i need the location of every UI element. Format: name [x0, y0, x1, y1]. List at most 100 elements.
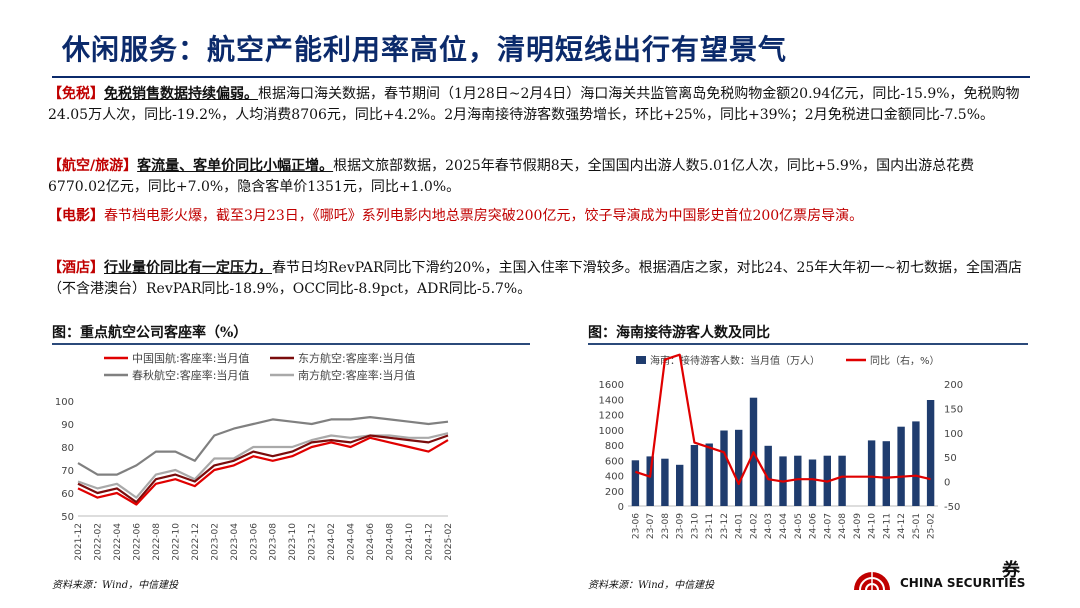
x-tick-label: 2022-12	[191, 523, 201, 561]
x-tick-label: 2023-10	[288, 523, 298, 561]
text-duty-free: 根据海口海关数据，春节期间（1月28日~2月4日）海口海关共监管离岛免税购物金额…	[48, 86, 1020, 123]
y-tick-label: 100	[55, 397, 74, 408]
tag-hotel: 【酒店】	[48, 260, 104, 276]
bar	[838, 455, 846, 506]
hainan-tourists-chart: 海南：接待游客人数：当月值（万人） 同比（右，%） 0 200 400 600 800 100…	[599, 353, 963, 539]
x-tick-label: 2023-06	[249, 523, 259, 561]
tag-aviation: 【航空/旅游】	[48, 158, 138, 174]
series-line	[77, 415, 449, 476]
bar	[926, 400, 935, 506]
text-movie: 春节档电影火爆，截至3月23日，《哪吒》系列电影内地总票房突破200亿元，饺子导…	[104, 208, 864, 224]
y-tick-label: 400	[605, 472, 624, 483]
y2-tick-label: 0	[944, 478, 950, 489]
paragraph-duty-free: 【免税】免税销售数据持续偏弱。根据海口海关数据，春节期间（1月28日~2月4日）…	[48, 84, 1028, 126]
bar	[705, 443, 713, 506]
x-tick-label: 25-02	[927, 513, 937, 539]
left-source: 资料来源：Wind，中信建投	[52, 580, 179, 591]
y-tick-label: 1400	[599, 395, 624, 406]
text-hotel: 春节日均RevPAR同比下滑约20%，主国入住率下滑较多。根据酒店之家，对比24…	[48, 260, 1022, 297]
y2-tick-label: 200	[944, 380, 963, 391]
x-tick-label: 2021-12	[74, 523, 84, 561]
x-tick-label: 23-06	[631, 513, 641, 539]
x-tick-label: 2024-12	[425, 523, 435, 561]
bar	[882, 441, 890, 506]
x-tick-label: 2022-10	[171, 523, 181, 561]
paragraph-hotel: 【酒店】行业量价同比有一定压力，春节日均RevPAR同比下滑约20%，主国入住率…	[48, 258, 1028, 300]
legend-label: 中国国航:客座率:当月值	[132, 351, 249, 365]
logo-cn-text: 券	[1002, 560, 1020, 581]
y-tick-label: 70	[61, 466, 74, 477]
logo-mark-icon	[854, 572, 890, 591]
left-figure-title: 图：重点航空公司客座率（%）	[52, 325, 248, 341]
highlight-duty-free: 免税销售数据持续偏弱。	[104, 86, 258, 102]
tag-duty-free: 【免税】	[48, 86, 104, 102]
y-tick-label: 1600	[599, 380, 624, 391]
bar	[690, 445, 699, 506]
china-securities-logo: CHINA SECURITIES 券	[852, 560, 1032, 602]
x-tick-label: 24-08	[838, 513, 848, 539]
x-tick-label: 23-12	[720, 513, 730, 539]
bar	[867, 440, 876, 506]
y-tick-label: 80	[61, 443, 74, 454]
x-tick-label: 2023-12	[308, 523, 318, 561]
x-tick-label: 24-05	[794, 513, 804, 539]
bar	[735, 429, 743, 507]
legend-label: 同比（右，%）	[870, 354, 940, 367]
y2-tick-label: 100	[944, 429, 963, 440]
y2-tick-label: 50	[944, 453, 957, 464]
x-tick-label: 23-10	[690, 513, 700, 539]
highlight-aviation: 客流量、客单价同比小幅正增。	[137, 158, 334, 174]
legend-label: 海南：接待游客人数：当月值（万人）	[650, 354, 820, 367]
y-tick-label: 60	[61, 489, 74, 500]
series-line	[77, 432, 449, 499]
highlight-hotel: 行业量价同比有一定压力，	[104, 260, 272, 276]
right-figure-title: 图：海南接待游客人数及同比	[588, 325, 770, 341]
x-tick-label: 2023-02	[210, 523, 220, 561]
x-tick-label: 2022-08	[152, 523, 162, 561]
right-source: 资料来源：Wind，中信建投	[588, 580, 715, 591]
y-tick-label: 0	[618, 502, 624, 513]
x-tick-label: 2024-10	[405, 523, 415, 561]
x-tick-label: 24-01	[735, 513, 745, 539]
bar	[912, 421, 920, 506]
x-tick-label: 24-11	[882, 513, 892, 539]
x-tick-label: 24-02	[749, 513, 759, 539]
legend-label: 春秋航空:客座率:当月值	[132, 368, 249, 382]
x-tick-label: 24-03	[764, 513, 774, 539]
x-tick-label: 2022-02	[93, 523, 103, 561]
x-tick-label: 24-09	[853, 513, 863, 539]
yoy-line	[635, 353, 931, 486]
bar	[661, 458, 669, 506]
x-tick-label: 23-11	[705, 513, 715, 539]
x-tick-label: 24-06	[809, 513, 819, 539]
legend-label: 南方航空:客座率:当月值	[298, 368, 415, 382]
tag-movie: 【电影】	[48, 208, 104, 224]
x-tick-label: 2022-06	[132, 523, 142, 561]
y-tick-label: 600	[605, 456, 624, 467]
y-tick-label: 1200	[599, 411, 624, 422]
x-tick-label: 24-07	[823, 513, 833, 539]
x-tick-label: 2022-04	[113, 523, 123, 561]
page-title: 休闲服务：航空产能利用率高位，清明短线出行有望景气	[62, 33, 788, 66]
x-tick-label: 24-10	[868, 513, 878, 539]
y-tick-label: 1000	[599, 426, 624, 437]
x-tick-label: 24-12	[897, 513, 907, 539]
x-tick-label: 2025-02	[444, 523, 454, 561]
y-tick-label: 800	[605, 441, 624, 452]
x-tick-label: 2023-04	[230, 523, 240, 561]
x-tick-label: 2024-06	[366, 523, 376, 561]
x-tick-label: 2024-04	[347, 523, 357, 561]
y-tick-label: 90	[61, 420, 74, 431]
legend-label: 东方航空:客座率:当月值	[298, 351, 415, 365]
bar	[676, 464, 684, 506]
x-tick-label: 23-09	[676, 513, 686, 539]
paragraph-aviation: 【航空/旅游】客流量、客单价同比小幅正增。根据文旅部数据，2025年春节假期8天…	[48, 156, 1028, 198]
x-tick-label: 24-04	[779, 513, 789, 539]
x-tick-label: 25-01	[912, 513, 922, 539]
text-aviation: 根据文旅部数据，2025年春节假期8天，全国国内出游人数5.01亿人次，同比+5…	[48, 158, 975, 195]
bar	[808, 459, 817, 506]
series-line	[77, 436, 449, 506]
x-tick-label: 23-07	[646, 513, 656, 539]
right-figure-rule	[588, 343, 1028, 345]
